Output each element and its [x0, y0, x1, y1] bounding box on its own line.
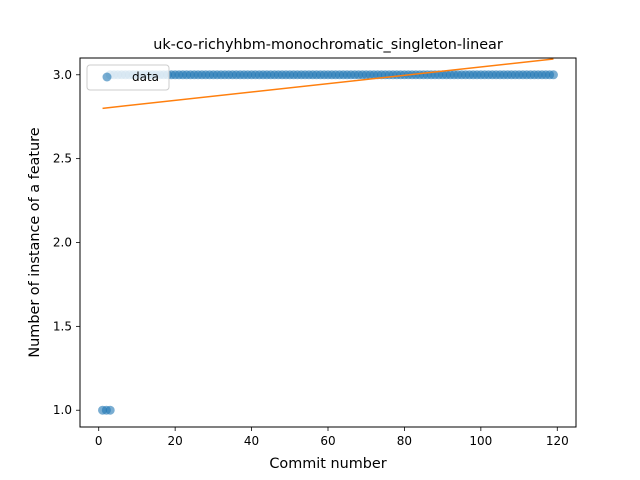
x-axis-ticks: 0 20 40 60 80 100 120: [95, 427, 569, 448]
legend-marker-data: [102, 72, 112, 82]
legend-label-data: data: [132, 70, 159, 84]
x-tick-label: 20: [168, 434, 183, 448]
y-tick-label: 1.5: [53, 319, 72, 333]
x-tick-label: 60: [320, 434, 335, 448]
x-tick-label: 40: [244, 434, 259, 448]
y-tick-label: 1.0: [53, 403, 72, 417]
y-axis-label: Number of instance of a feature: [27, 127, 43, 357]
x-tick-label: 100: [469, 434, 492, 448]
y-tick-label: 2.5: [53, 152, 72, 166]
data-point: [548, 70, 558, 80]
x-tick-label: 0: [95, 434, 103, 448]
axes-frame: [79, 57, 577, 428]
legend: data: [86, 64, 170, 91]
x-tick-label: 120: [546, 434, 569, 448]
x-axis-label: Commit number: [269, 456, 386, 472]
y-tick-label: 2.0: [53, 236, 72, 250]
x-tick-label: 80: [397, 434, 412, 448]
y-tick-label: 3.0: [53, 68, 72, 82]
legend-box: [86, 64, 170, 91]
data-point: [105, 405, 115, 415]
y-axis-ticks: 1.0 1.5 2.0 2.5 3.0: [53, 68, 80, 417]
chart-title: uk-co-richyhbm-monochromatic_singleton-l…: [153, 37, 503, 53]
fit-line: [102, 58, 554, 110]
